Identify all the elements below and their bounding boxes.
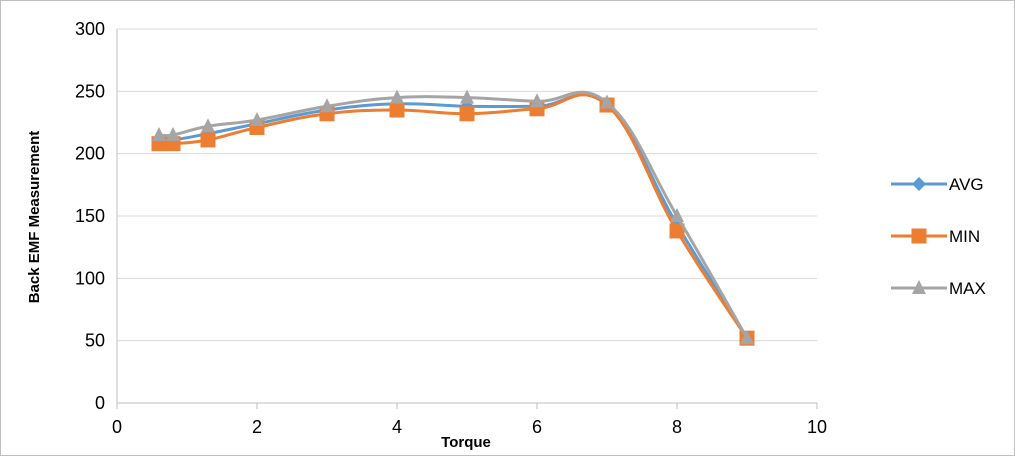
data-point-max-2	[201, 118, 215, 133]
x-tick-label-2: 2	[252, 417, 262, 437]
series-max	[152, 89, 754, 345]
data-point-min-9	[669, 223, 685, 239]
x-axis-title: Torque	[441, 434, 491, 451]
data-point-min-2	[200, 132, 216, 148]
data-point-max-1	[166, 126, 180, 141]
data-point-max-5	[390, 89, 404, 104]
data-point-max-7	[530, 93, 544, 108]
x-tick-label-8: 8	[672, 417, 682, 437]
y-tick-label-300: 300	[75, 19, 105, 39]
legend-label-avg: AVG	[949, 175, 984, 194]
x-tick-label-0: 0	[112, 417, 122, 437]
x-tick-label-4: 4	[392, 417, 402, 437]
data-point-max-9	[670, 208, 684, 222]
data-point-max-8	[600, 94, 614, 109]
legend-item-max: MAX	[891, 279, 986, 298]
series-min	[151, 93, 755, 346]
data-point-max-10	[740, 330, 754, 345]
grid-layer	[117, 28, 817, 342]
data-point-min-6	[459, 106, 475, 122]
x-tick-label-10: 10	[807, 417, 827, 437]
y-tick-label-250: 250	[75, 81, 105, 101]
data-point-max-0	[152, 126, 166, 141]
legend-marker-min	[911, 228, 927, 244]
axis-layer: 0 50 100 150 200 250 300 0 2 4 6 8 10	[75, 19, 827, 437]
legend-label-max: MAX	[949, 279, 986, 298]
y-tick-label-100: 100	[75, 268, 105, 288]
legend-marker-avg	[912, 177, 926, 191]
data-point-max-3	[250, 112, 264, 127]
y-tick-label-0: 0	[95, 393, 105, 413]
y-tick-label-150: 150	[75, 206, 105, 226]
legend-label-min: MIN	[949, 227, 980, 246]
data-point-max-6	[460, 89, 474, 104]
data-point-max-4	[320, 98, 334, 113]
data-point-min-5	[389, 102, 405, 118]
y-tick-label-200: 200	[75, 144, 105, 164]
legend-item-avg: AVG	[891, 175, 984, 194]
legend: AVG MIN MAX	[891, 175, 986, 298]
legend-marker-max	[912, 280, 926, 294]
legend-item-min: MIN	[891, 227, 980, 246]
series-layer	[151, 89, 755, 346]
x-tick-label-6: 6	[532, 417, 542, 437]
y-tick-label-50: 50	[85, 331, 105, 351]
y-axis-title: Back EMF Measurement	[26, 131, 43, 304]
